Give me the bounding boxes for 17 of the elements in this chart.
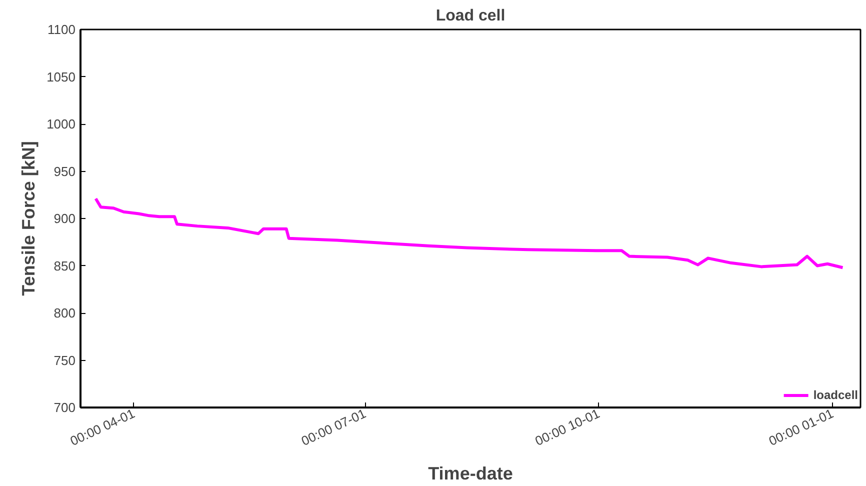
x-tick-label: 00:00 01-01	[766, 406, 836, 449]
y-tick-label: 750	[54, 352, 76, 368]
x-axis-title: Time-date	[428, 463, 513, 484]
x-tick-label: 00:00 07-01	[299, 406, 368, 449]
y-tick-label: 800	[54, 306, 76, 320]
y-tick-label: 1100	[48, 22, 76, 37]
y-tick-label: 900	[54, 211, 76, 226]
legend-label: loadcell	[813, 388, 858, 402]
y-tick-label: 1050	[46, 69, 76, 84]
y-axis-title: Tensile Force [kN]	[18, 141, 39, 296]
y-tick-label: 1000	[46, 116, 76, 132]
y-tick-label: 700	[54, 400, 76, 415]
line-series	[94, 197, 844, 270]
chart-title: Load cell	[436, 8, 506, 24]
y-tick-label: 850	[54, 258, 76, 274]
y-tick-label: 950	[54, 164, 76, 179]
x-tick-label: 00:00 10-01	[532, 406, 602, 449]
